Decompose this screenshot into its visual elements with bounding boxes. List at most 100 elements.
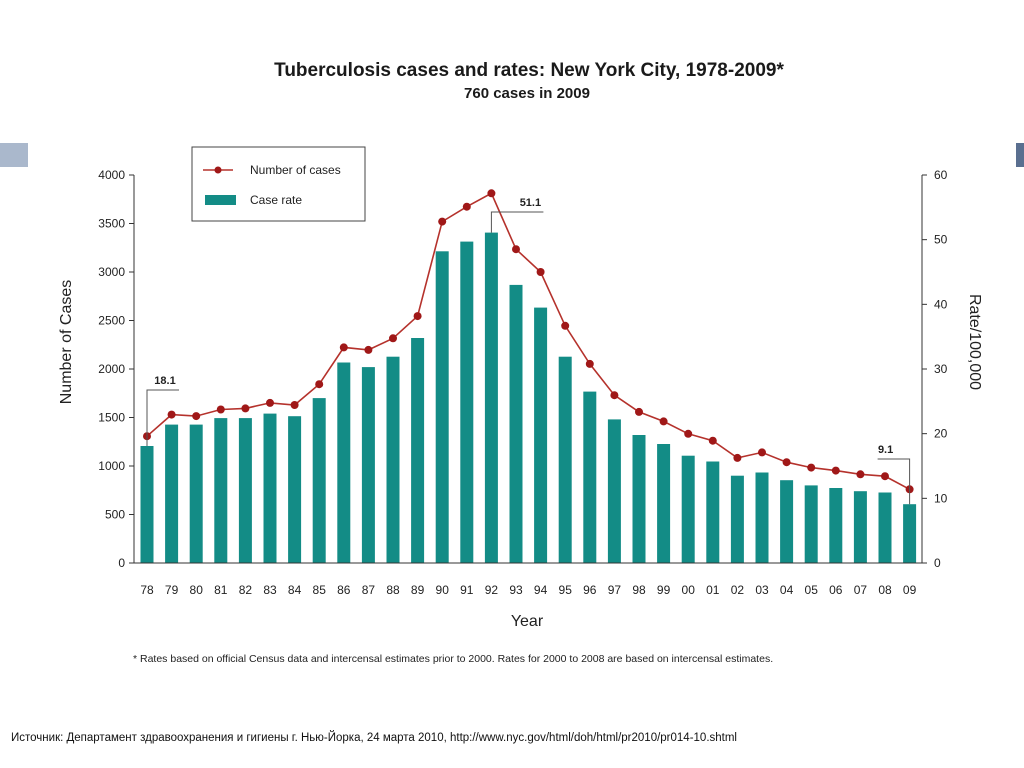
footnote: * Rates based on official Census data an… <box>133 653 773 665</box>
y2-tick-label: 60 <box>934 168 948 182</box>
x-tick-label: 97 <box>608 583 622 597</box>
chart-title: Tuberculosis cases and rates: New York C… <box>274 60 784 81</box>
y-tick-label: 3500 <box>98 217 125 231</box>
x-tick-label: 87 <box>362 583 376 597</box>
cases-point-89 <box>413 312 422 321</box>
bars-layer <box>140 232 917 564</box>
x-tick-label: 81 <box>214 583 228 597</box>
x-tick-label: 01 <box>706 583 720 597</box>
cases-point-83 <box>266 398 274 407</box>
bar-09 <box>903 504 917 563</box>
bar-97 <box>607 419 621 563</box>
bar-98 <box>632 435 646 563</box>
bar-78 <box>140 446 154 563</box>
bar-88 <box>386 356 400 563</box>
legend-label-rate: Case rate <box>250 193 302 207</box>
bar-01 <box>706 461 720 563</box>
cases-line <box>146 192 910 491</box>
x-tick-label: 95 <box>559 583 573 597</box>
y-tick-label: 1000 <box>98 459 125 473</box>
y2-tick-label: 30 <box>934 362 948 376</box>
x-tick-label: 86 <box>337 583 351 597</box>
bar-82 <box>238 418 252 563</box>
x-tick-label: 89 <box>411 583 425 597</box>
cases-point-92 <box>487 189 496 198</box>
y2-axis-title: Rate/100,000 <box>966 294 983 390</box>
legend-marker-swatch <box>214 166 222 174</box>
bar-96 <box>583 391 597 563</box>
bar-91 <box>460 241 474 563</box>
cases-point-87 <box>364 345 373 354</box>
axes-layer: 0500100015002000250030003500400001020304… <box>98 168 947 597</box>
bar-89 <box>411 338 425 563</box>
bar-05 <box>804 485 818 563</box>
slide-marker-left <box>0 143 28 167</box>
x-tick-label: 00 <box>682 583 696 597</box>
bar-08 <box>878 492 892 563</box>
bar-86 <box>337 362 351 563</box>
y-tick-label: 0 <box>118 556 125 570</box>
cases-point-08 <box>881 472 889 481</box>
annotations-layer: 18.1 51.1 9.1 <box>146 197 911 505</box>
annotation-label: 9.1 <box>878 444 893 456</box>
y2-tick-label: 10 <box>934 491 948 505</box>
legend-box <box>191 146 366 222</box>
cases-point-80 <box>192 412 201 421</box>
cases-point-00 <box>684 429 693 438</box>
x-tick-label: 96 <box>583 583 597 597</box>
cases-point-07 <box>856 470 865 479</box>
bar-81 <box>214 418 228 563</box>
bar-06 <box>829 488 843 563</box>
cases-point-94 <box>536 268 545 276</box>
x-tick-label: 91 <box>460 583 474 597</box>
legend-label-cases: Number of cases <box>250 163 341 177</box>
y-tick-label: 2500 <box>98 314 125 328</box>
annotation-bracket <box>490 211 544 233</box>
cases-point-84 <box>290 401 299 409</box>
bar-83 <box>263 413 277 563</box>
cases-point-96 <box>585 359 594 368</box>
bar-79 <box>165 424 179 563</box>
annotation-label: 18.1 <box>154 375 175 387</box>
legend: Number of cases Case rate <box>191 146 366 222</box>
bar-95 <box>558 356 572 563</box>
bar-07 <box>853 491 867 563</box>
source-citation: Источник: Департамент здравоохранения и … <box>11 732 737 744</box>
cases-point-86 <box>339 343 348 352</box>
bar-03 <box>755 472 769 563</box>
x-tick-label: 07 <box>854 583 868 597</box>
y-tick-label: 500 <box>105 508 125 522</box>
cases-point-91 <box>462 202 471 211</box>
x-tick-label: 78 <box>140 583 154 597</box>
legend-bar-swatch <box>205 195 236 205</box>
bar-80 <box>189 424 203 563</box>
cases-point-06 <box>831 466 840 475</box>
y-axis-title: Number of Cases <box>58 280 75 405</box>
cases-point-93 <box>512 245 520 254</box>
x-axis-title: Year <box>511 613 544 630</box>
x-tick-label: 84 <box>288 583 302 597</box>
y-tick-label: 2000 <box>98 362 125 376</box>
bar-90 <box>435 251 449 564</box>
tb-chart: Tuberculosis cases and rates: New York C… <box>58 60 983 665</box>
cases-point-85 <box>315 380 324 389</box>
x-tick-label: 83 <box>263 583 277 597</box>
x-tick-label: 06 <box>829 583 843 597</box>
y2-tick-label: 50 <box>934 233 948 247</box>
bar-99 <box>657 444 671 563</box>
cases-point-05 <box>807 463 816 472</box>
bar-93 <box>509 284 523 563</box>
bar-92 <box>484 232 498 563</box>
cases-point-97 <box>610 391 619 400</box>
cases-point-02 <box>733 453 742 462</box>
bar-84 <box>288 416 302 563</box>
cases-point-88 <box>389 334 397 343</box>
x-tick-label: 93 <box>509 583 523 597</box>
x-tick-label: 08 <box>878 583 892 597</box>
x-tick-label: 79 <box>165 583 179 597</box>
x-tick-label: 82 <box>239 583 253 597</box>
y2-tick-label: 20 <box>934 427 948 441</box>
cases-point-95 <box>561 321 570 330</box>
bar-02 <box>730 475 744 563</box>
